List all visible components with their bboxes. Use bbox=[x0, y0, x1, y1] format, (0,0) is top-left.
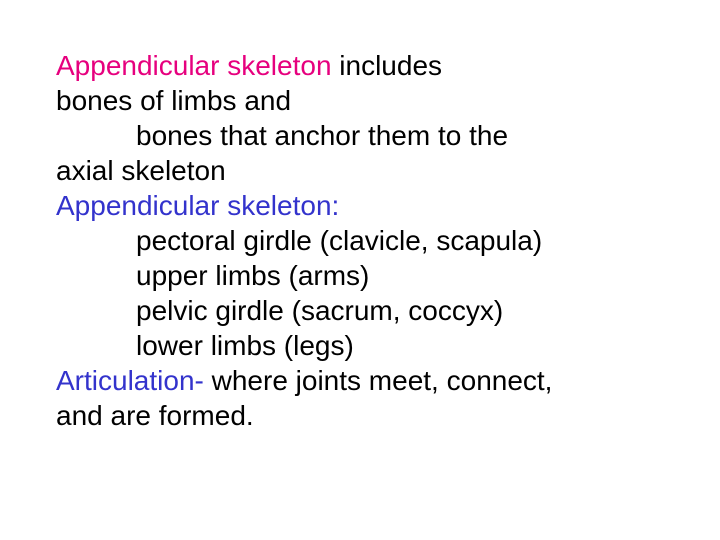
line-4: axial skeleton bbox=[56, 153, 664, 188]
term-articulation: Articulation- bbox=[56, 365, 212, 396]
text-includes: includes bbox=[339, 50, 442, 81]
line-8: pelvic girdle (sacrum, coccyx) bbox=[56, 293, 664, 328]
text-articulation-def: where joints meet, connect, bbox=[212, 365, 553, 396]
line-11: and are formed. bbox=[56, 398, 664, 433]
line-7: upper limbs (arms) bbox=[56, 258, 664, 293]
text-pectoral: pectoral girdle (clavicle, scapula) bbox=[136, 225, 542, 256]
line-6: pectoral girdle (clavicle, scapula) bbox=[56, 223, 664, 258]
line-1: Appendicular skeleton includes bbox=[56, 48, 664, 83]
line-3: bones that anchor them to the bbox=[56, 118, 664, 153]
line-2: bones of limbs and bbox=[56, 83, 664, 118]
line-9: lower limbs (legs) bbox=[56, 328, 664, 363]
term-appendicular-skeleton: Appendicular skeleton bbox=[56, 50, 339, 81]
text-pelvic: pelvic girdle (sacrum, coccyx) bbox=[136, 295, 503, 326]
text-lower-limbs: lower limbs (legs) bbox=[136, 330, 354, 361]
line-5-subhead: Appendicular skeleton: bbox=[56, 188, 664, 223]
slide-content: Appendicular skeleton includes bones of … bbox=[0, 0, 720, 433]
text-line3: bones that anchor them to the bbox=[136, 120, 508, 151]
line-10: Articulation- where joints meet, connect… bbox=[56, 363, 664, 398]
text-upper-limbs: upper limbs (arms) bbox=[136, 260, 369, 291]
